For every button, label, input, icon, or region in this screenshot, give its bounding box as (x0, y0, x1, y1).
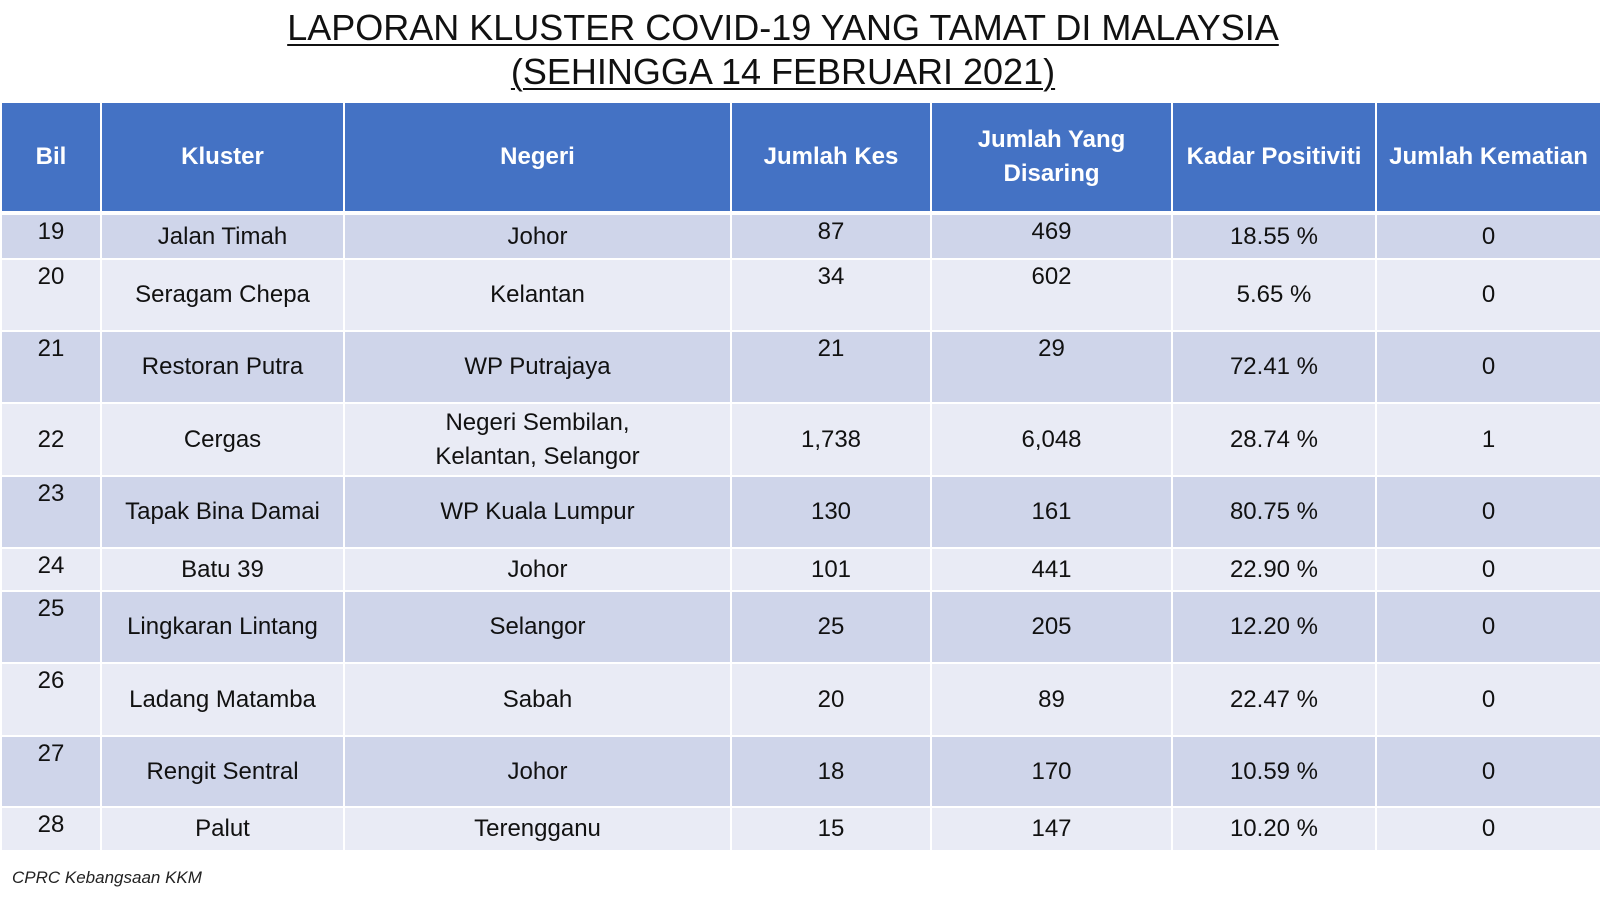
cell-kluster: Jalan Timah (100, 212, 345, 260)
report-title-line-2: (SEHINGGA 14 FEBRUARI 2021) (510, 51, 1056, 92)
cell-bil: 22 (0, 402, 102, 477)
cell-kadar-positiviti: 12.20 % (1171, 590, 1377, 664)
cell-jumlah-kes: 21 (730, 330, 932, 404)
cell-negeri: Johor (343, 212, 732, 260)
cell-jumlah-kes: 1,738 (730, 402, 932, 477)
cell-kadar-positiviti: 22.47 % (1171, 662, 1377, 737)
cell-kadar-positiviti: 22.90 % (1171, 547, 1377, 592)
cell-negeri: Kelantan (343, 258, 732, 332)
cell-negeri: Johor (343, 547, 732, 592)
cell-negeri: Johor (343, 735, 732, 808)
header-bil: Bil (0, 101, 102, 215)
table-row: 26 Ladang Matamba Sabah 20 89 22.47 % 0 (0, 662, 1600, 737)
cell-negeri: WP Putrajaya (343, 330, 732, 404)
cell-jumlah-disaring: 6,048 (930, 402, 1173, 477)
cell-kluster: Seragam Chepa (100, 258, 345, 332)
table-row: 22 Cergas Negeri Sembilan, Kelantan, Sel… (0, 402, 1600, 477)
cell-bil: 24 (0, 547, 102, 592)
cell-jumlah-disaring: 89 (930, 662, 1173, 737)
cell-bil: 27 (0, 735, 102, 808)
cell-bil: 20 (0, 258, 102, 332)
cell-negeri: Terengganu (343, 806, 732, 852)
cell-jumlah-kes: 25 (730, 590, 932, 664)
cell-jumlah-kematian: 0 (1375, 547, 1600, 592)
cell-jumlah-disaring: 29 (930, 330, 1173, 404)
cell-kadar-positiviti: 5.65 % (1171, 258, 1377, 332)
table-row: 20 Seragam Chepa Kelantan 34 602 5.65 % … (0, 258, 1600, 332)
source-note: CPRC Kebangsaan KKM (12, 868, 202, 887)
cell-kadar-positiviti: 72.41 % (1171, 330, 1377, 404)
cell-kluster: Restoran Putra (100, 330, 345, 404)
cell-jumlah-disaring: 161 (930, 475, 1173, 549)
table-row: 27 Rengit Sentral Johor 18 170 10.59 % 0 (0, 735, 1600, 808)
cell-jumlah-disaring: 147 (930, 806, 1173, 852)
cell-kadar-positiviti: 10.59 % (1171, 735, 1377, 808)
cluster-report-table: Bil Kluster Negeri Jumlah Kes Jumlah Yan… (0, 101, 1600, 852)
cell-jumlah-kes: 15 (730, 806, 932, 852)
cell-kluster: Cergas (100, 402, 345, 477)
table-row: 28 Palut Terengganu 15 147 10.20 % 0 (0, 806, 1600, 852)
cell-jumlah-disaring: 469 (930, 212, 1173, 260)
cell-bil: 23 (0, 475, 102, 549)
cell-jumlah-kematian: 0 (1375, 212, 1600, 260)
cell-jumlah-disaring: 170 (930, 735, 1173, 808)
cell-kluster: Rengit Sentral (100, 735, 345, 808)
header-kluster: Kluster (100, 101, 345, 215)
header-kadar-positiviti: Kadar Positiviti (1171, 101, 1377, 215)
cell-kadar-positiviti: 10.20 % (1171, 806, 1377, 852)
cell-bil: 21 (0, 330, 102, 404)
table-row: 25 Lingkaran Lintang Selangor 25 205 12.… (0, 590, 1600, 664)
table-row: 19 Jalan Timah Johor 87 469 18.55 % 0 (0, 212, 1600, 260)
table-row: 23 Tapak Bina Damai WP Kuala Lumpur 130 … (0, 475, 1600, 549)
cell-jumlah-kematian: 0 (1375, 330, 1600, 404)
report-title: LAPORAN KLUSTER COVID-19 YANG TAMAT DI M… (0, 6, 1566, 94)
cell-jumlah-kematian: 0 (1375, 258, 1600, 332)
cell-jumlah-disaring: 205 (930, 590, 1173, 664)
cell-jumlah-disaring: 441 (930, 547, 1173, 592)
cell-jumlah-kes: 18 (730, 735, 932, 808)
cell-jumlah-kes: 87 (730, 212, 932, 260)
cell-negeri: Selangor (343, 590, 732, 664)
cell-jumlah-kes: 34 (730, 258, 932, 332)
cell-kluster: Tapak Bina Damai (100, 475, 345, 549)
report-title-line-1: LAPORAN KLUSTER COVID-19 YANG TAMAT DI M… (287, 7, 1279, 48)
cell-jumlah-kematian: 0 (1375, 806, 1600, 852)
cell-bil: 28 (0, 806, 102, 852)
cell-kluster: Palut (100, 806, 345, 852)
cell-jumlah-kematian: 0 (1375, 735, 1600, 808)
header-negeri: Negeri (343, 101, 732, 215)
table-header-row: Bil Kluster Negeri Jumlah Kes Jumlah Yan… (0, 101, 1600, 215)
cell-jumlah-kematian: 0 (1375, 590, 1600, 664)
cell-jumlah-kes: 130 (730, 475, 932, 549)
table-row: 24 Batu 39 Johor 101 441 22.90 % 0 (0, 547, 1600, 592)
cell-negeri: Sabah (343, 662, 732, 737)
header-jumlah-disaring: Jumlah Yang Disaring (930, 101, 1173, 215)
cell-kadar-positiviti: 28.74 % (1171, 402, 1377, 477)
header-jumlah-kematian: Jumlah Kematian (1375, 101, 1600, 215)
cell-kluster: Ladang Matamba (100, 662, 345, 737)
cell-kadar-positiviti: 80.75 % (1171, 475, 1377, 549)
cell-jumlah-kematian: 0 (1375, 662, 1600, 737)
cell-jumlah-kematian: 1 (1375, 402, 1600, 477)
cell-jumlah-kes: 101 (730, 547, 932, 592)
cell-bil: 26 (0, 662, 102, 737)
cell-kadar-positiviti: 18.55 % (1171, 212, 1377, 260)
cell-jumlah-kes: 20 (730, 662, 932, 737)
cell-jumlah-kematian: 0 (1375, 475, 1600, 549)
cell-negeri: WP Kuala Lumpur (343, 475, 732, 549)
cell-kluster: Batu 39 (100, 547, 345, 592)
cell-bil: 19 (0, 212, 102, 260)
cell-jumlah-disaring: 602 (930, 258, 1173, 332)
cell-kluster: Lingkaran Lintang (100, 590, 345, 664)
cell-negeri: Negeri Sembilan, Kelantan, Selangor (343, 402, 732, 477)
header-jumlah-kes: Jumlah Kes (730, 101, 932, 215)
cell-bil: 25 (0, 590, 102, 664)
table-row: 21 Restoran Putra WP Putrajaya 21 29 72.… (0, 330, 1600, 404)
